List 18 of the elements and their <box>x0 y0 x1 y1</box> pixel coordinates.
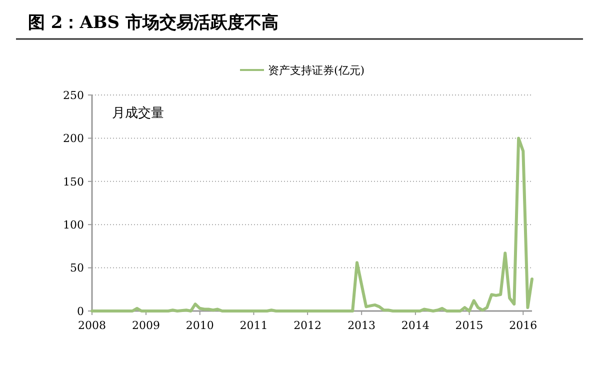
x-tick-label: 2014 <box>401 319 430 332</box>
x-tick-label: 2016 <box>509 319 538 332</box>
y-tick-label: 0 <box>77 304 84 318</box>
x-tick-label: 2015 <box>455 319 484 332</box>
y-tick-label: 150 <box>63 175 84 188</box>
x-tick-label: 2009 <box>132 319 160 332</box>
y-tick-label: 50 <box>70 262 84 275</box>
y-tick-label: 250 <box>63 88 84 102</box>
annotation: 月成交量 <box>112 105 164 121</box>
x-tick-label: 2013 <box>348 319 376 332</box>
legend-label: 资产支持证券(亿元) <box>268 64 365 77</box>
x-tick-label: 2012 <box>294 319 322 332</box>
chart-title: 图 2：ABS 市场交易活跃度不高 <box>28 13 279 33</box>
y-tick-label: 200 <box>63 132 84 146</box>
x-tick-label: 2008 <box>78 319 106 332</box>
y-tick-label: 100 <box>63 218 84 232</box>
x-tick-label: 2011 <box>240 319 268 332</box>
x-tick-label: 2010 <box>186 319 214 332</box>
